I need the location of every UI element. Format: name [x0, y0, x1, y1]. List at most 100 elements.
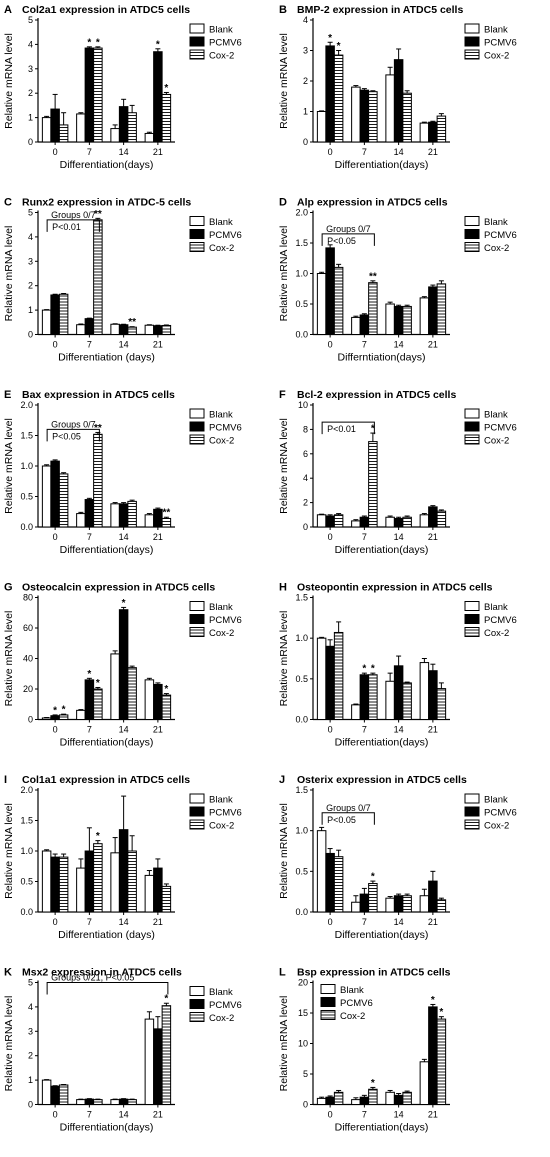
legend-label: Cox-2: [209, 821, 234, 832]
bar-blank-day7: [76, 709, 86, 721]
y-axis-label: Relative mRNA level: [3, 418, 15, 514]
legend-swatch: [189, 434, 205, 445]
legend-swatch: [189, 408, 205, 419]
significance-marker: *: [371, 664, 375, 675]
x-axis-label: Differentiation (days): [58, 929, 155, 941]
x-tick-label: 0: [328, 725, 333, 735]
significance-marker: *: [53, 705, 57, 716]
panel-letter: C: [4, 197, 12, 209]
bar-cox2-day21: [161, 694, 172, 720]
bar-cox2-day0: [58, 856, 69, 913]
bar-pcmv6-day7: [84, 318, 95, 335]
panel-letter: H: [279, 582, 287, 594]
legend-swatch: [189, 23, 205, 34]
panel-letter: B: [279, 4, 287, 16]
y-tick-label: 5: [28, 978, 33, 988]
y-tick-label: 5: [303, 1069, 308, 1079]
bar-pcmv6-day0: [50, 108, 60, 143]
legend-swatch: [189, 49, 205, 60]
x-tick-label: 14: [394, 147, 404, 157]
legend-label: Cox-2: [340, 1011, 365, 1022]
bar-blank-day14: [385, 897, 395, 913]
panel-letter: I: [4, 774, 7, 786]
x-tick-label: 14: [119, 1110, 129, 1120]
y-tick-label: 1.0: [295, 633, 308, 643]
bar-pcmv6-day14: [393, 517, 404, 528]
bar-blank-day7: [351, 901, 361, 913]
bar-cox2-day0: [333, 514, 344, 528]
bar-pcmv6-day7: [359, 674, 370, 721]
bar-blank-day21: [419, 1061, 430, 1106]
y-tick-label: 60: [23, 623, 33, 633]
bar-blank-day14: [110, 653, 120, 720]
y-tick-label: 0.0: [20, 522, 33, 532]
x-tick-label: 14: [119, 340, 129, 350]
legend-label: PCMV6: [209, 38, 242, 49]
panel-letter: F: [279, 389, 286, 401]
x-tick-label: 7: [362, 147, 367, 157]
bar-pcmv6-day0: [50, 294, 60, 335]
bar-blank-day7: [76, 1099, 86, 1105]
y-tick-label: 8: [303, 424, 308, 434]
bar-pcmv6-day14: [118, 503, 129, 528]
y-tick-label: 40: [23, 654, 33, 664]
bar-blank-day7: [76, 324, 86, 336]
bar-cox2-day21: [161, 93, 172, 143]
bar-pcmv6-day21: [153, 1028, 163, 1105]
bar-cox2-day14: [402, 516, 412, 528]
y-tick-label: 0.5: [295, 299, 308, 309]
y-tick-label: 0.0: [20, 907, 33, 917]
significance-marker: *: [371, 872, 375, 883]
bracket-group-label: Groups 0/7: [326, 224, 371, 234]
significance-bracket: [321, 421, 375, 435]
y-axis-label: Relative mRNA level: [3, 33, 15, 129]
panel-h: H Osteopontin expression in ATDC5 cells 0.…: [278, 582, 517, 749]
x-tick-label: 21: [428, 532, 438, 542]
legend-swatch: [464, 216, 480, 226]
bar-blank-day0: [316, 637, 327, 721]
x-tick-label: 0: [53, 532, 58, 542]
panel-k: K Msx2 expression in ATDC5 cells 0 1 2 3 4 5 Rel…: [3, 967, 242, 1134]
x-tick-label: 14: [394, 917, 404, 927]
legend-label: PCMV6: [484, 615, 517, 626]
significance-marker: **: [128, 317, 136, 328]
y-tick-label: 2: [303, 498, 308, 508]
legend-label: Blank: [209, 987, 233, 998]
bar-cox2-day7: [368, 441, 378, 528]
bar-blank-day7: [76, 513, 86, 528]
bar-blank-day0: [41, 465, 52, 528]
bar-cox2-day14: [127, 500, 137, 528]
legend-swatch: [189, 216, 205, 226]
significance-marker: *: [439, 1007, 443, 1018]
bar-cox2-day0: [58, 473, 69, 528]
bar-pcmv6-day14: [118, 609, 129, 721]
bar-blank-day14: [385, 74, 395, 143]
x-axis-label: Differntiation(days): [338, 352, 426, 364]
y-tick-label: 1.5: [295, 785, 308, 795]
legend-swatch: [189, 1012, 205, 1022]
y-tick-label: 1: [28, 1075, 33, 1085]
legend-swatch: [189, 601, 205, 611]
panel-title: Osterix expression in ATDC5 cells: [297, 774, 467, 786]
x-tick-label: 14: [119, 532, 129, 542]
y-axis-label: Relative mRNA level: [278, 33, 290, 129]
bar-blank-day14: [385, 680, 395, 720]
bar-cox2-day14: [127, 667, 137, 720]
x-tick-label: 14: [394, 725, 404, 735]
significance-marker: *: [164, 684, 168, 695]
bar-cox2-day14: [402, 1091, 412, 1106]
x-tick-label: 14: [119, 917, 129, 927]
panel-title: Bcl-2 expression in ATDC5 cells: [297, 389, 456, 401]
y-tick-label: 0.0: [295, 330, 308, 340]
y-axis-label: Relative mRNA level: [3, 611, 15, 707]
bar-pcmv6-day7: [359, 89, 370, 143]
y-tick-label: 6: [303, 449, 308, 459]
legend-swatch: [464, 36, 480, 47]
legend-swatch: [464, 408, 480, 419]
y-tick-label: 0: [303, 522, 308, 532]
y-tick-label: 1.5: [20, 431, 33, 441]
bar-blank-day14: [110, 1099, 120, 1105]
x-tick-label: 14: [394, 1110, 404, 1120]
panel-letter: L: [279, 967, 286, 979]
x-tick-label: 0: [328, 340, 333, 350]
